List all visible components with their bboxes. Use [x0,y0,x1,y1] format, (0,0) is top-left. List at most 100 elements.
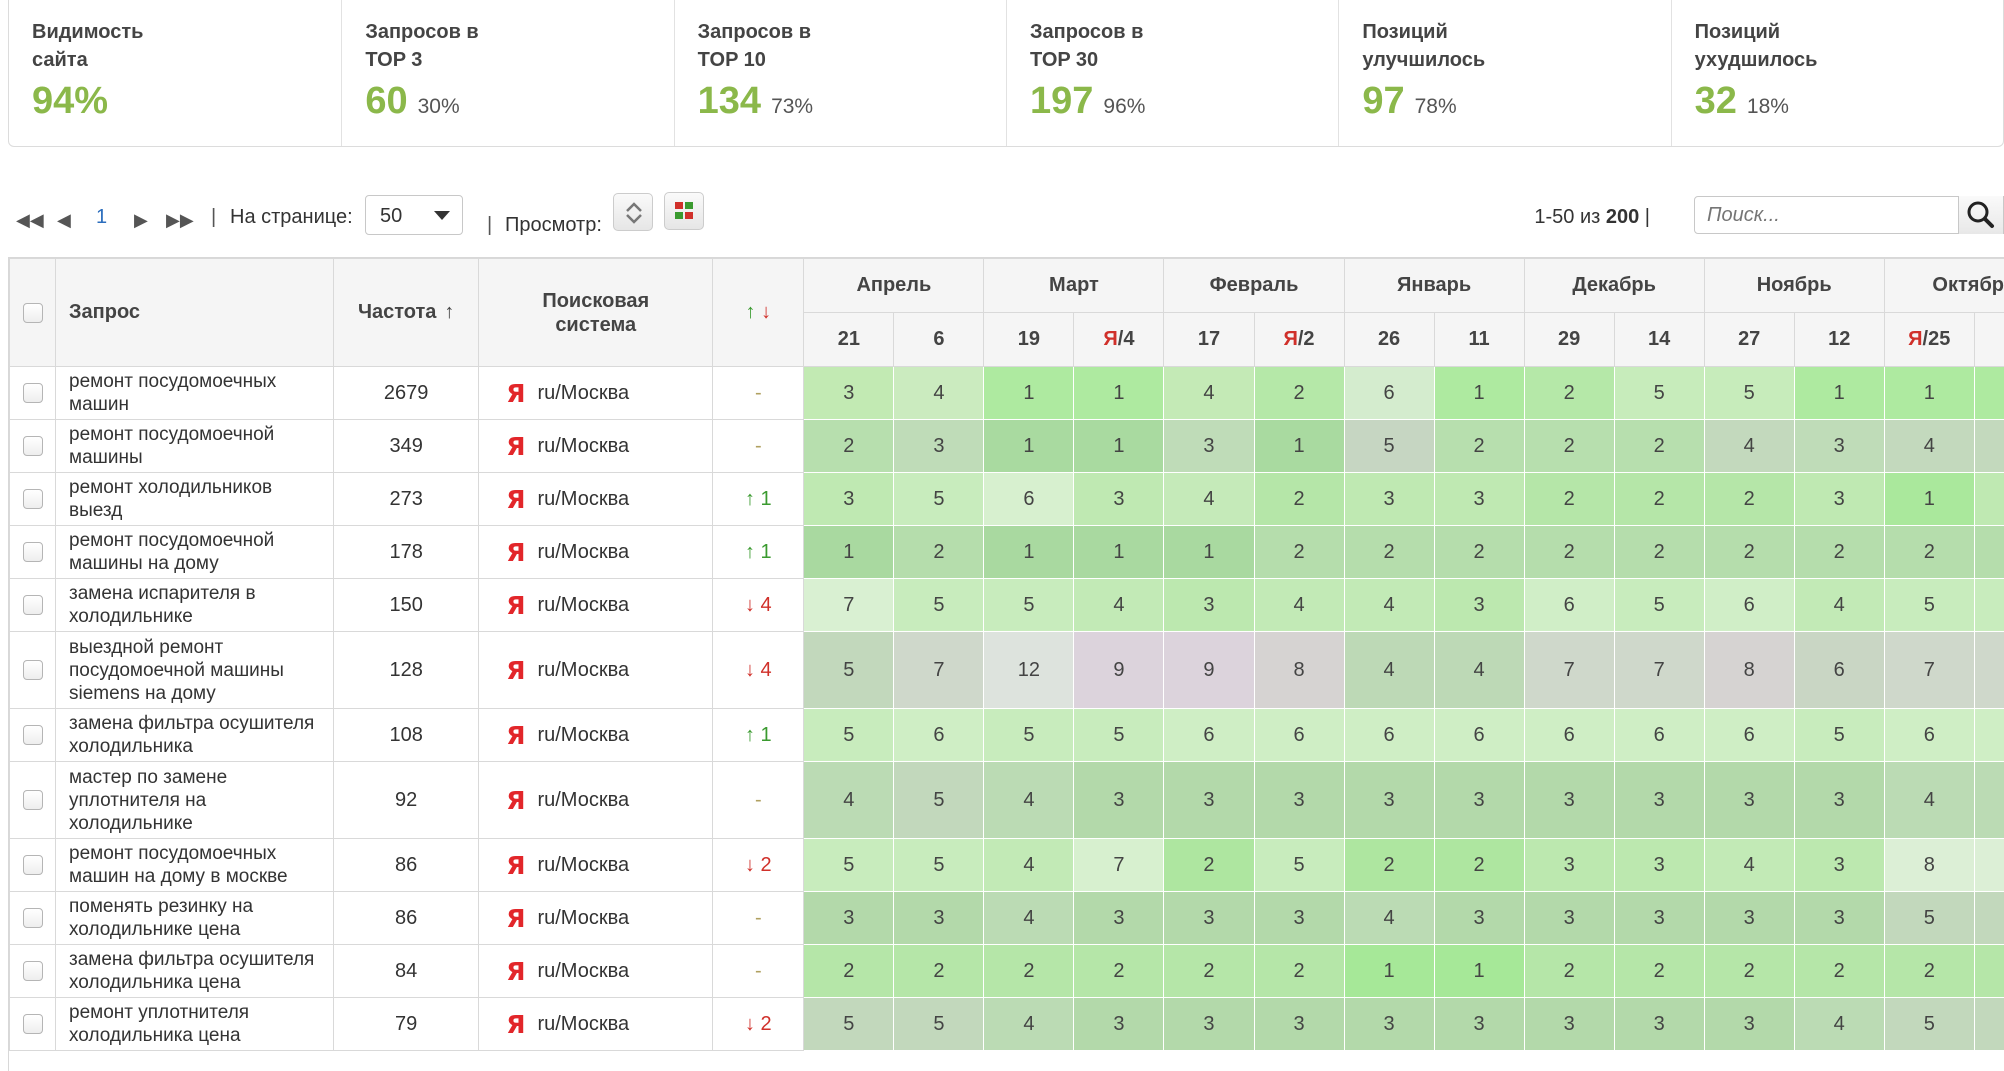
position-cell[interactable]: 6 [1614,709,1704,762]
position-cell[interactable]: 2 [804,420,894,473]
position-cell[interactable]: 3 [1254,998,1344,1051]
position-cell[interactable]: 2 [1614,945,1704,998]
position-cell[interactable]: 2 [1524,526,1614,579]
position-cell[interactable]: 4 [984,892,1074,945]
position-cell[interactable]: 4 [1704,839,1794,892]
position-cell[interactable]: 2 [1614,473,1704,526]
row-checkbox[interactable] [23,660,43,680]
position-cell[interactable]: 5 [804,632,894,709]
position-cell[interactable]: 3 [1344,762,1434,839]
row-checkbox[interactable] [23,790,43,810]
sort-view-button[interactable] [613,193,653,231]
position-cell[interactable]: 3 [1164,892,1254,945]
position-cell[interactable]: 3 [1344,998,1434,1051]
position-cell[interactable]: 2 [1524,945,1614,998]
position-cell[interactable]: 1 [1794,367,1884,420]
position-cell[interactable]: 4 [984,839,1074,892]
position-cell[interactable]: 5 [984,709,1074,762]
row-checkbox[interactable] [23,436,43,456]
position-cell[interactable]: 5 [894,998,984,1051]
position-cell[interactable]: 3 [1524,839,1614,892]
position-cell[interactable]: 8 [1884,839,1974,892]
position-cell[interactable]: 1 [984,420,1074,473]
position-cell[interactable]: 2 [1254,473,1344,526]
position-cell[interactable] [1974,998,2004,1051]
date-header[interactable]: 12 [1794,313,1884,367]
position-cell[interactable]: 3 [1524,762,1614,839]
position-cell[interactable]: 2 [1704,945,1794,998]
date-header[interactable]: 17 [1164,313,1254,367]
position-cell[interactable]: 2 [1524,420,1614,473]
position-cell[interactable]: 1 [1074,367,1164,420]
position-cell[interactable]: 5 [894,839,984,892]
row-checkbox[interactable] [23,855,43,875]
date-header[interactable]: Я/25 [1884,313,1974,367]
position-cell[interactable]: 6 [1344,367,1434,420]
position-cell[interactable]: 1 [804,526,894,579]
position-cell[interactable]: 3 [1074,892,1164,945]
position-cell[interactable]: 2 [1254,367,1344,420]
row-checkbox[interactable] [23,961,43,981]
column-header-frequency[interactable]: Частота↑ [334,259,479,367]
date-header[interactable]: 29 [1524,313,1614,367]
position-cell[interactable]: 4 [1344,892,1434,945]
position-cell[interactable]: 3 [1614,839,1704,892]
position-cell[interactable]: 3 [1164,420,1254,473]
position-cell[interactable]: 4 [804,762,894,839]
position-cell[interactable]: 2 [804,945,894,998]
position-cell[interactable]: 2 [1524,367,1614,420]
position-cell[interactable]: 3 [1254,762,1344,839]
position-cell[interactable]: 1 [984,367,1074,420]
position-cell[interactable]: 3 [1794,839,1884,892]
position-cell[interactable]: 2 [1884,526,1974,579]
heatmap-view-button[interactable] [664,192,704,230]
row-checkbox[interactable] [23,595,43,615]
date-header[interactable]: 27 [1704,313,1794,367]
date-header[interactable]: 11 [1434,313,1524,367]
position-cell[interactable]: 5 [1884,998,1974,1051]
position-cell[interactable]: 1 [1884,367,1974,420]
position-cell[interactable]: 3 [1434,892,1524,945]
position-cell[interactable]: 3 [1524,892,1614,945]
position-cell[interactable]: 4 [1884,762,1974,839]
position-cell[interactable] [1974,839,2004,892]
current-page-link[interactable]: 1 [96,206,107,229]
position-cell[interactable]: 7 [1524,632,1614,709]
position-cell[interactable]: 2 [1794,526,1884,579]
position-cell[interactable]: 1 [1074,420,1164,473]
position-cell[interactable]: 7 [1614,632,1704,709]
position-cell[interactable]: 3 [1164,579,1254,632]
position-cell[interactable]: 3 [1344,473,1434,526]
position-cell[interactable]: 6 [1884,709,1974,762]
position-cell[interactable] [1974,945,2004,998]
position-cell[interactable]: 5 [804,709,894,762]
position-cell[interactable]: 3 [1254,892,1344,945]
position-cell[interactable]: 3 [1794,892,1884,945]
position-cell[interactable]: 1 [1074,526,1164,579]
position-cell[interactable]: 5 [1254,839,1344,892]
position-cell[interactable]: 4 [1704,420,1794,473]
position-cell[interactable] [1974,367,2004,420]
position-cell[interactable]: 4 [1164,367,1254,420]
position-cell[interactable]: 5 [1344,420,1434,473]
date-header[interactable]: 26 [1344,313,1434,367]
position-cell[interactable]: 6 [1704,579,1794,632]
position-cell[interactable]: 2 [984,945,1074,998]
position-cell[interactable]: 5 [894,762,984,839]
position-cell[interactable]: 3 [894,420,984,473]
position-cell[interactable]: 4 [984,998,1074,1051]
position-cell[interactable]: 1 [1164,526,1254,579]
position-cell[interactable]: 1 [984,526,1074,579]
position-cell[interactable]: 2 [1704,526,1794,579]
position-cell[interactable] [1974,892,2004,945]
position-cell[interactable]: 6 [1164,709,1254,762]
position-cell[interactable]: 3 [1704,762,1794,839]
position-cell[interactable] [1974,473,2004,526]
row-checkbox[interactable] [23,908,43,928]
position-cell[interactable]: 2 [894,526,984,579]
position-cell[interactable]: 5 [1884,892,1974,945]
